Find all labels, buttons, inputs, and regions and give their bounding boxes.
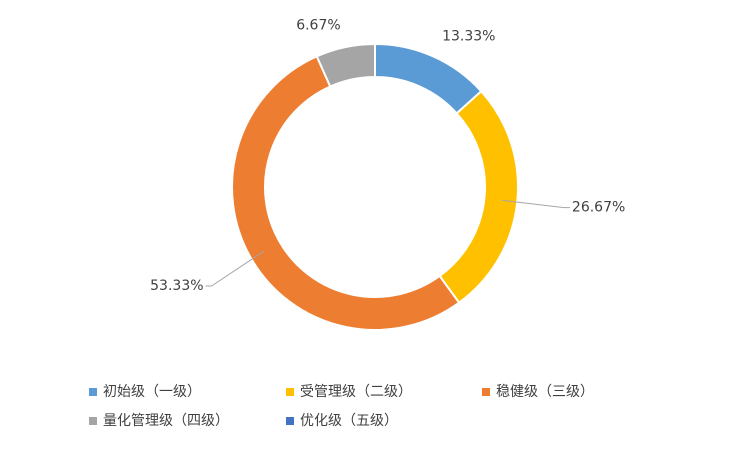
donut-slice <box>438 89 519 305</box>
legend-swatch <box>286 388 294 396</box>
data-label: 53.33% <box>150 278 203 294</box>
legend-label: 初始级（一级） <box>103 383 201 400</box>
legend-label: 优化级（五级） <box>300 413 398 429</box>
legend-swatch <box>482 388 490 396</box>
donut-slice <box>231 55 461 331</box>
legend-swatch <box>89 417 97 425</box>
data-label: 6.67% <box>296 18 340 34</box>
legend-swatch <box>286 417 294 425</box>
data-label: 26.67% <box>572 200 625 216</box>
leader-line <box>205 250 265 287</box>
leader-line <box>502 199 570 209</box>
legend-label: 量化管理级（四级） <box>103 413 229 429</box>
data-label: 13.33% <box>442 28 495 44</box>
legend-label: 稳健级（三级） <box>496 384 594 400</box>
legend-swatch <box>89 388 97 396</box>
legend-label: 受管理级（二级） <box>300 384 412 400</box>
donut-slice <box>374 42 483 115</box>
